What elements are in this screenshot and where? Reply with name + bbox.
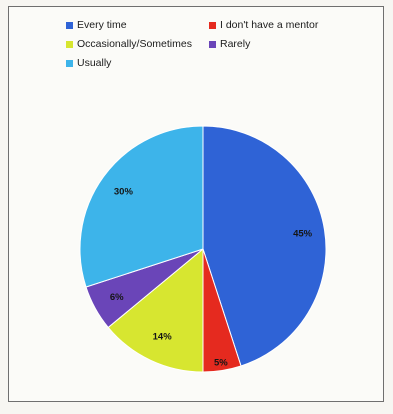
- pie-label-0: 45%: [293, 229, 313, 240]
- pie-slices: [80, 126, 326, 372]
- pie-label-4: 30%: [114, 187, 134, 198]
- chart-frame: Every time I don't have a mentor Occasio…: [8, 6, 384, 402]
- pie-label-2: 14%: [153, 331, 173, 342]
- pie-label-1: 5%: [214, 357, 228, 368]
- pie-chart: 45% 5% 14% 6% 30%: [9, 7, 385, 403]
- pie-label-3: 6%: [110, 292, 124, 303]
